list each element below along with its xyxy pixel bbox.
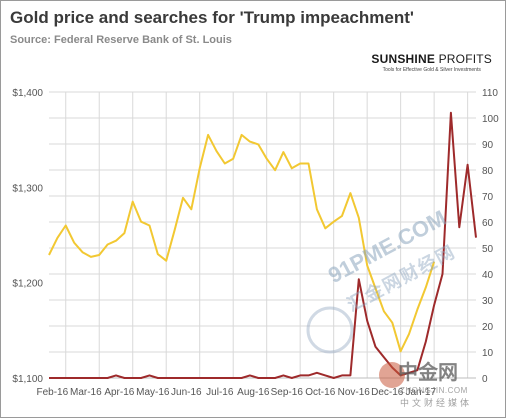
x-tick-label: Jan-17 <box>405 387 436 398</box>
brand-name-light: PROFITS <box>438 52 492 66</box>
y-right-tick-label: 30 <box>482 296 494 307</box>
x-tick-label: May-16 <box>136 387 170 398</box>
y-right-tick-label: 80 <box>482 166 494 177</box>
y-left-tick-label: $1,200 <box>12 279 43 290</box>
watermark-logo-url: ZHONGJIN.COM <box>400 386 468 395</box>
plot-area <box>49 92 476 378</box>
y-right-tick-label: 20 <box>482 322 494 333</box>
y-right-tick-label: 110 <box>482 88 498 99</box>
y-left-tick-label: $1,400 <box>12 88 43 99</box>
x-tick-label: Feb-16 <box>37 387 69 398</box>
series-line-gold-price <box>48 133 436 353</box>
y-right-tick-label: 10 <box>482 348 494 359</box>
brand-logo: SUNSHINE PROFITS Tools for Effective Gol… <box>371 52 492 73</box>
x-tick-label: Sep-16 <box>271 387 304 398</box>
x-tick-label: Oct-16 <box>305 387 335 398</box>
x-tick-label: Aug-16 <box>237 387 270 398</box>
x-tick-label: Apr-16 <box>104 387 134 398</box>
x-tick-label: Jul-16 <box>206 387 234 398</box>
chart-title: Gold price and searches for 'Trump impea… <box>10 8 414 27</box>
watermark-logo-emblem <box>379 362 405 388</box>
x-tick-label: Dec-16 <box>371 387 404 398</box>
y-left-tick-label: $1,100 <box>12 374 43 385</box>
watermark-logo-sub: 中文财经媒体 <box>400 398 473 408</box>
watermark-emblem <box>306 306 354 354</box>
y-left-tick-label: $1,300 <box>12 183 43 194</box>
y-right-tick-label: 50 <box>482 244 494 255</box>
y-right-tick-label: 0 <box>482 374 488 385</box>
brand-tagline: Tools for Effective Gold & Silver Invest… <box>382 67 481 73</box>
y-right-tick-label: 40 <box>482 270 494 281</box>
y-right-tick-label: 70 <box>482 192 494 203</box>
y-right-tick-label: 60 <box>482 218 494 229</box>
y-right-tick-label: 100 <box>482 114 499 125</box>
brand-name-bold: SUNSHINE <box>371 52 436 66</box>
y-right-tick-label: 90 <box>482 140 494 151</box>
brand-name: SUNSHINE PROFITS <box>371 52 492 66</box>
x-tick-label: Nov-16 <box>338 387 371 398</box>
x-tick-label: Mar-16 <box>70 387 102 398</box>
chart-subtitle: Source: Federal Reserve Bank of St. Loui… <box>10 34 232 46</box>
watermark-logo: 中金网 <box>398 362 458 384</box>
x-tick-label: Jun-16 <box>171 387 202 398</box>
